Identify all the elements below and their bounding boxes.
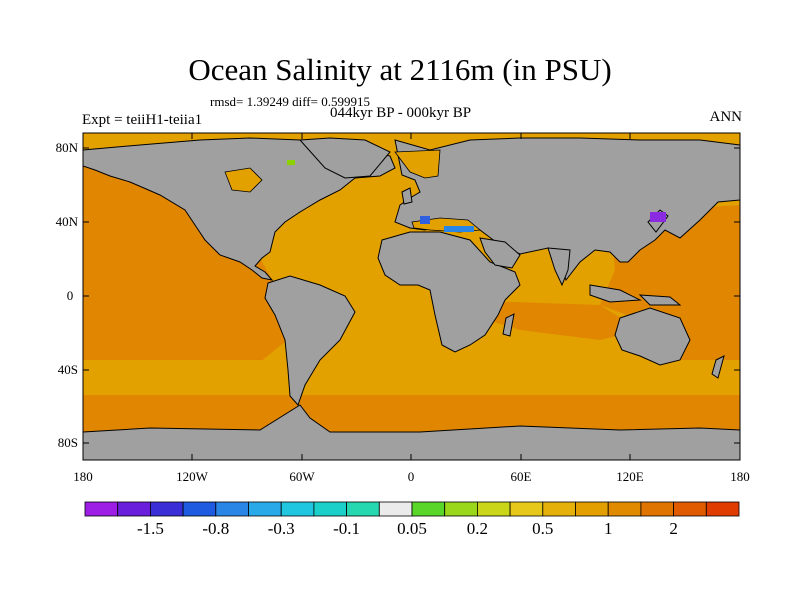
colorbar-swatch — [542, 501, 576, 517]
land-madagascar — [502, 313, 515, 337]
page-title: Ocean Salinity at 2116m (in PSU) — [188, 52, 612, 87]
sea-arctic-norwegian — [394, 149, 441, 179]
map-field — [83, 133, 740, 460]
lat-tick-label: 40S — [58, 362, 78, 377]
colorbar-label: 0.5 — [532, 519, 553, 538]
colorbar: -1.5 -0.8 -0.3 -0.1 0.05 0.2 0.5 1 2 — [84, 501, 740, 538]
colorbar-swatch — [248, 501, 282, 517]
lon-axis: 180 120W 60W 0 60E 120E 180 — [73, 133, 750, 484]
lon-tick-label: 0 — [408, 469, 415, 484]
colorbar-swatch — [673, 501, 707, 517]
ocean-indian-band — [455, 300, 640, 340]
time-period-subtitle: 044kyr BP - 000kyr BP — [330, 105, 472, 121]
colorbar-swatch — [607, 501, 642, 517]
colorbar-swatch — [509, 501, 544, 517]
rmsd-diff-stats: rmsd= 1.39249 diff= 0.599915 — [210, 94, 370, 109]
colorbar-label: 2 — [669, 519, 678, 538]
anomaly-japan-sea — [650, 212, 666, 222]
colorbar-swatch — [411, 501, 446, 517]
lat-tick-label: 80N — [56, 140, 79, 155]
colorbar-swatch — [705, 501, 740, 517]
ocean-southern-light-band-2 — [83, 378, 740, 400]
colorbar-swatch — [149, 501, 184, 517]
land-india — [547, 247, 571, 287]
land-masses — [83, 137, 740, 460]
lon-tick-label: 60W — [289, 469, 315, 484]
colorbar-label: -1.5 — [137, 519, 164, 538]
season-label: ANN — [709, 109, 743, 125]
land-africa — [377, 231, 521, 353]
colorbar-label: -0.3 — [268, 519, 295, 538]
ocean-southern-light-band — [83, 360, 740, 378]
colorbar-swatch — [313, 501, 347, 517]
land-new-zealand — [711, 355, 725, 379]
colorbar-swatch — [280, 501, 315, 517]
colorbar-swatch — [476, 501, 511, 517]
sea-hudson-bay — [224, 167, 263, 193]
colorbar-swatch — [640, 501, 675, 517]
lat-axis: 80N 40N 0 40S 80S — [56, 140, 740, 450]
land-indonesia — [589, 284, 642, 303]
lon-tick-label: 120E — [616, 469, 644, 484]
lon-tick-label: 180 — [73, 469, 93, 484]
colorbar-swatch — [117, 501, 151, 517]
anomaly-western-med — [420, 216, 430, 224]
lat-tick-label: 0 — [67, 288, 74, 303]
land-australia — [614, 307, 691, 366]
land-new-guinea — [638, 294, 682, 306]
colorbar-swatch — [378, 501, 413, 517]
colorbar-label: 0.05 — [397, 519, 427, 538]
colorbar-swatch — [215, 501, 249, 517]
colorbar-swatch — [444, 501, 478, 517]
land-south-america — [264, 275, 356, 406]
land-arabia — [479, 237, 521, 269]
colorbar-label: -0.1 — [333, 519, 360, 538]
lon-tick-label: 120W — [176, 469, 209, 484]
anomaly-baffin — [287, 160, 295, 165]
colorbar-swatch — [575, 501, 609, 517]
land-eurasia — [394, 137, 740, 282]
lon-tick-label: 60E — [511, 469, 532, 484]
land-antarctica — [83, 404, 740, 460]
colorbar-label: -0.8 — [202, 519, 229, 538]
lat-tick-label: 40N — [56, 214, 79, 229]
colorbar-swatch — [346, 501, 380, 517]
land-uk — [401, 187, 413, 205]
land-greenland — [298, 137, 391, 179]
lon-tick-label: 180 — [730, 469, 750, 484]
colorbar-label: 1 — [604, 519, 613, 538]
colorbar-label: 0.2 — [467, 519, 488, 538]
colorbar-swatch — [182, 501, 217, 517]
anomaly-eastern-med — [444, 226, 474, 232]
experiment-label: Expt = teiiH1-teiia1 — [82, 112, 203, 128]
colorbar-swatch — [84, 501, 119, 517]
lat-tick-label: 80S — [58, 435, 78, 450]
